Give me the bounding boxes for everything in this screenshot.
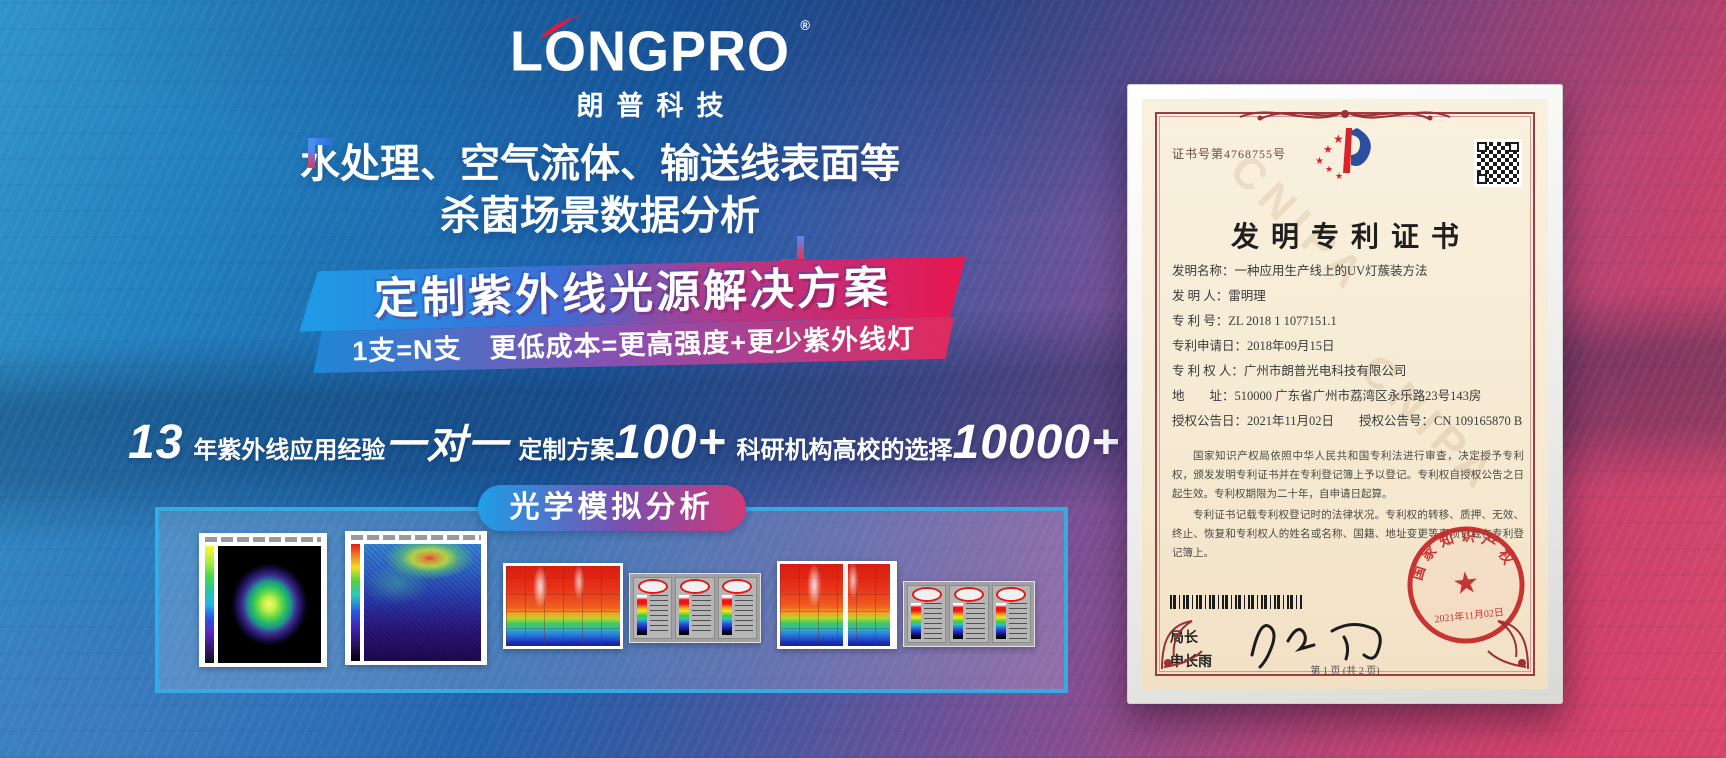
simulation-thumb-legend-2 — [903, 581, 1035, 647]
barcode — [1170, 595, 1302, 609]
quote-open-icon — [308, 138, 334, 170]
director-name: 申长雨 — [1170, 653, 1212, 669]
field-application-date: 专利申请日：2018年09月15日 — [1172, 339, 1335, 353]
highlight-ellipse-icon — [911, 587, 942, 602]
scatter-plot — [364, 544, 481, 661]
top-ornament-icon — [1239, 110, 1451, 121]
stat-value: 10000+ — [952, 416, 1121, 469]
simulation-badge: 光学模拟分析 — [477, 485, 746, 531]
stat-label: 定制方案 — [518, 437, 615, 464]
simulation-thumb-heatmap-small — [503, 563, 623, 649]
stat-one-on-one: 一对一 定制方案 — [385, 412, 614, 470]
legend-row — [903, 581, 1035, 647]
logo-chinese: 朗普科技 — [576, 90, 737, 121]
field-patentee: 专 利 权 人：广州市朗普光电科技有限公司 — [1172, 364, 1407, 378]
colorbar-icon — [679, 595, 690, 635]
svg-text:★: ★ — [1325, 164, 1333, 174]
svg-text:★: ★ — [1335, 171, 1343, 181]
qr-code — [1474, 139, 1522, 187]
simulation-panel: 光学模拟分析 — [155, 485, 1068, 693]
body-paragraph-1: 国家知识产权局依照中华人民共和国专利法进行审查，决定授予专利权，颁发发明专利证书… — [1172, 451, 1524, 500]
simulation-thumb-round-beam — [199, 533, 327, 667]
colorbar-icon — [911, 603, 921, 639]
patent-certificate: CNIPA CNIPA 证书号第4768755号 ★ ★ ★ ★ ★ 发明专利证… — [1142, 99, 1548, 689]
svg-text:★: ★ — [1333, 132, 1344, 146]
certificate-body: 国家知识产权局依照中华人民共和国专利法进行审查，决定授予专利权，颁发发明专利证书… — [1172, 447, 1524, 565]
body-paragraph-2: 专利证书记载专利权登记时的法律状况。专利权的转移、质押、无效、终止、恢复和专利权… — [1172, 510, 1524, 559]
field-grant-date-and-number: 授权公告日：2021年11月02日 授权公告号：CN 109165870 B — [1172, 414, 1523, 428]
certificate-page-footer: 第 1 页 (共 2 页) — [1310, 666, 1380, 677]
stat-value: 一对一 — [385, 423, 509, 467]
certificate-title: 发明专利证书 — [1230, 222, 1471, 253]
plot-micro-title — [205, 537, 321, 542]
field-address: 地 址：510000 广东省广州市荔湾区永乐路23号143房 — [1172, 389, 1482, 403]
certificate-number: 证书号第4768755号 — [1172, 147, 1287, 161]
simulation-thumb-scatter-map — [345, 531, 487, 665]
legend-values — [924, 603, 943, 639]
highlight-ellipse-icon — [953, 587, 984, 602]
field-invention-name: 发明名称：一种应用生产线上的UV灯蔟装方法 — [1172, 264, 1428, 278]
stat-value: 100+ — [614, 416, 727, 469]
simulation-thumb-heatmap-large — [777, 561, 897, 649]
heatmap — [506, 566, 620, 646]
stat-experience: 13 年紫外线应用经验 — [128, 415, 385, 470]
highlight-ellipse-icon — [679, 579, 710, 594]
colorbar-icon — [351, 544, 360, 661]
heatmap — [780, 564, 894, 646]
field-inventor: 发 明 人：雷明理 — [1172, 289, 1266, 303]
ribbon-group: 定制紫外线光源解决方案 1支=N支 更低成本=更高强度+更少紫外线灯 — [298, 256, 968, 373]
legend-values — [966, 603, 985, 639]
simulation-thumb-legend-1 — [629, 573, 761, 643]
legend-values — [734, 595, 753, 635]
registered-mark: ® — [800, 17, 811, 34]
legend-panel — [907, 585, 947, 643]
official-seal: 国家知识产权局 ★ 2021年11月02日 — [1396, 515, 1525, 644]
director-signature — [1250, 623, 1382, 669]
headline-line1: 水处理、空气流体、输送线表面等 — [300, 142, 900, 186]
logo: LONGPRO ® 朗普科技 — [505, 13, 810, 123]
certificate-fields: 发明名称：一种应用生产线上的UV灯蔟装方法 发 明 人：雷明理 专 利 号：ZL… — [1172, 259, 1524, 434]
headline: 水处理、空气流体、输送线表面等 杀菌场景数据分析 — [250, 138, 950, 266]
legend-panel — [675, 577, 715, 639]
logo-wordmark: LONGPRO ® — [505, 13, 810, 84]
patent-certificate-frame: CNIPA CNIPA 证书号第4768755号 ★ ★ ★ ★ ★ 发明专利证… — [1127, 84, 1563, 704]
legend-values — [692, 595, 711, 635]
svg-text:★: ★ — [1315, 156, 1324, 167]
stat-institutions: 100+ 科研机构高校的选择 — [614, 415, 952, 470]
colorbar-icon — [721, 595, 732, 635]
colorbar-icon — [205, 546, 214, 663]
colorbar-icon — [637, 595, 647, 635]
legend-values — [650, 595, 669, 635]
highlight-ellipse-icon — [996, 587, 1027, 602]
corner-flourish-icon — [1487, 620, 1529, 670]
legend-values — [1008, 603, 1027, 639]
colorbar-icon — [995, 603, 1006, 639]
highlight-ellipse-icon — [637, 579, 668, 594]
plot-micro-title — [351, 535, 481, 540]
stat-label: 年紫外线应用经验 — [193, 437, 386, 464]
stat-value: 13 — [128, 416, 184, 469]
logo-text: LONGPRO — [509, 20, 790, 84]
stat-label: 科研机构高校的选择 — [736, 437, 953, 464]
legend-panel — [991, 585, 1031, 643]
logo-swoosh-icon — [538, 13, 600, 39]
director-block: 局长 申长雨 — [1170, 625, 1212, 673]
legend-panel — [717, 577, 757, 639]
svg-text:★: ★ — [1323, 144, 1333, 156]
director-title: 局长 — [1170, 629, 1198, 645]
colorbar-icon — [953, 603, 964, 639]
beam-plot — [218, 546, 321, 663]
legend-row — [629, 573, 761, 643]
cnipa-emblem-icon: ★ ★ ★ ★ ★ — [1315, 128, 1371, 181]
svg-text:★: ★ — [1451, 566, 1481, 602]
legend-panel — [949, 585, 989, 643]
corner-flourish-icon — [1161, 620, 1203, 670]
legend-panel — [633, 577, 673, 639]
stats-row: 13 年紫外线应用经验 一对一 定制方案 100+ 科研机构高校的选择 1000… — [128, 412, 1274, 470]
field-patent-number: 专 利 号：ZL 2018 1 1077151.1 — [1172, 314, 1337, 328]
highlight-ellipse-icon — [722, 579, 753, 594]
headline-line2: 杀菌场景数据分析 — [440, 194, 760, 238]
